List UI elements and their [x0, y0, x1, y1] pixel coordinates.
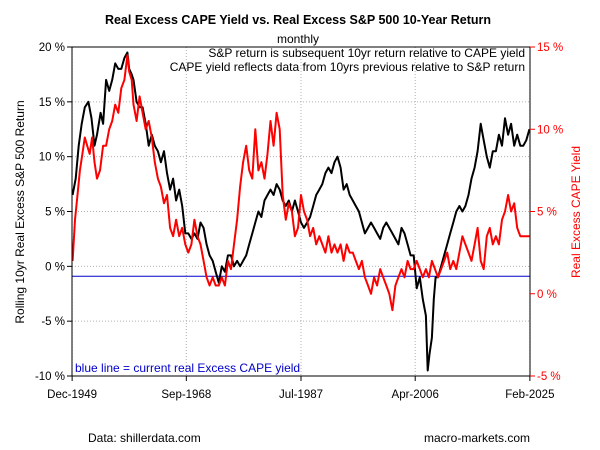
left-tick-label-5: 15 %: [39, 97, 65, 109]
left-tick-label-2: 0 %: [45, 261, 65, 273]
x-tick-label-4: Feb-2025: [505, 389, 554, 401]
chart-subtitle: monthly: [277, 32, 319, 46]
footer-source: Data: shillerdata.com: [88, 431, 201, 445]
left-tick-label-6: 20 %: [39, 42, 65, 54]
blue-line-note: blue line = current real Excess CAPE yie…: [75, 361, 300, 375]
right-tick-label-1: 0 %: [537, 289, 557, 301]
x-tick-label-0: Dec-1949: [47, 389, 97, 401]
annotation-line-1: S&P return is subsequent 10yr return rel…: [208, 46, 525, 60]
footer-site: macro-markets.com: [424, 431, 530, 445]
right-axis-ticks: -5 % 0 % 5 % 10 % 15 %: [530, 42, 563, 383]
right-tick-label-0: -5 %: [537, 371, 561, 383]
left-tick-label-0: -10 %: [35, 371, 65, 383]
left-tick-label-3: 5 %: [45, 207, 65, 219]
left-axis-label: Rolling 10yr Real Excess S&P 500 Return: [13, 100, 27, 323]
right-tick-label-3: 10 %: [537, 124, 563, 136]
left-tick-label-4: 10 %: [39, 152, 65, 164]
left-axis-ticks: -10 % -5 % 0 % 5 % 10 % 15 % 20 %: [35, 42, 72, 383]
x-tick-label-1: Sep-1968: [161, 389, 211, 401]
x-tick-label-3: Apr-2006: [392, 389, 439, 401]
series-group: [71, 51, 531, 372]
right-tick-label-4: 15 %: [537, 42, 563, 54]
left-tick-label-1: -5 %: [41, 316, 65, 328]
annotation-line-2: CAPE yield reflects data from 10yrs prev…: [170, 60, 525, 74]
right-axis-label: Real Excess CAPE Yield: [569, 146, 583, 278]
chart-title: Real Excess CAPE Yield vs. Real Excess S…: [105, 13, 491, 27]
x-tick-label-2: Jul-1987: [279, 389, 323, 401]
x-axis-ticks: Dec-1949 Sep-1968 Jul-1987 Apr-2006 Feb-2025: [47, 376, 554, 401]
series-cape-yield-line: [71, 54, 530, 312]
right-tick-label-2: 5 %: [537, 207, 557, 219]
series-sp500-return-line: [71, 51, 531, 372]
